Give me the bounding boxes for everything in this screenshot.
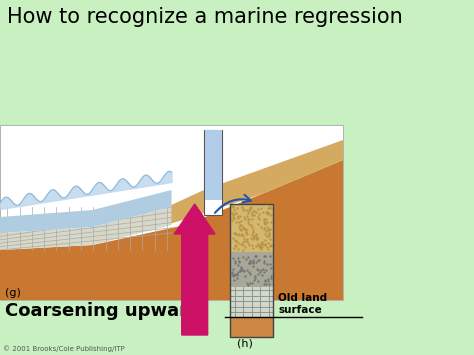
Bar <box>230 252 273 287</box>
Bar <box>205 130 221 200</box>
Bar <box>230 317 273 337</box>
Polygon shape <box>0 160 343 300</box>
FancyArrowPatch shape <box>215 195 251 213</box>
Text: © 2001 Brooks/Cole Publishing/ITP: © 2001 Brooks/Cole Publishing/ITP <box>3 345 125 352</box>
Text: (h): (h) <box>237 339 253 349</box>
Bar <box>230 287 273 317</box>
Polygon shape <box>0 190 172 233</box>
Text: (g): (g) <box>5 288 20 298</box>
Text: How to recognize a marine regression: How to recognize a marine regression <box>8 7 403 27</box>
Text: Old land
surface: Old land surface <box>278 293 327 315</box>
Bar <box>230 204 273 337</box>
FancyArrow shape <box>174 204 215 335</box>
Bar <box>230 204 273 252</box>
Polygon shape <box>0 207 172 250</box>
Text: Coarsening upward: Coarsening upward <box>5 302 201 320</box>
Bar <box>0 125 343 300</box>
Bar <box>204 130 222 215</box>
Polygon shape <box>167 140 343 225</box>
